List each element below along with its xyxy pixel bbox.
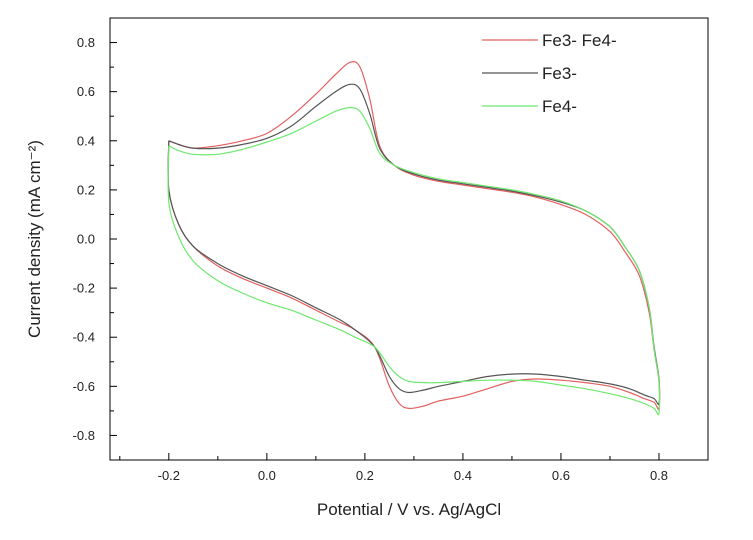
x-tick-label: 0.2 — [356, 468, 374, 483]
y-tick-label: 0.6 — [77, 84, 95, 99]
series-lines — [167, 61, 661, 416]
y-tick-label: -0.8 — [73, 428, 95, 443]
y-tick-label: -0.2 — [73, 281, 95, 296]
legend-label: Fe4- — [542, 97, 577, 116]
x-tick-label: 0.6 — [552, 468, 570, 483]
legend-label: Fe3- Fe4- — [542, 31, 617, 50]
y-axis-title: Current density (mA cm⁻²) — [25, 140, 44, 338]
series-line-2 — [167, 83, 661, 405]
x-tick-label: 0.8 — [650, 468, 668, 483]
x-tick-label: 0.0 — [258, 468, 276, 483]
x-tick-label: 0.4 — [454, 468, 472, 483]
x-axis-title: Potential / V vs. Ag/AgCl — [317, 500, 501, 519]
x-axis-ticks: -0.2 0.0 0.2 0.4 0.6 0.8 — [119, 453, 668, 483]
y-tick-label: 0.2 — [77, 182, 95, 197]
y-tick-label: 0.4 — [77, 133, 95, 148]
legend: Fe3- Fe4- Fe3- Fe4- — [482, 31, 617, 116]
series-line-3 — [167, 107, 661, 416]
legend-label: Fe3- — [542, 64, 577, 83]
y-tick-label: -0.6 — [73, 379, 95, 394]
y-tick-label: 0.0 — [77, 232, 95, 247]
series-line-1 — [167, 61, 661, 410]
y-tick-label: -0.4 — [73, 330, 95, 345]
y-axis-ticks: -0.8 -0.6 -0.4 -0.2 0.0 0.2 0.4 0.6 0.8 — [73, 35, 117, 461]
plot-frame — [109, 17, 709, 461]
x-tick-label: -0.2 — [158, 468, 180, 483]
y-tick-label: 0.8 — [77, 35, 95, 50]
